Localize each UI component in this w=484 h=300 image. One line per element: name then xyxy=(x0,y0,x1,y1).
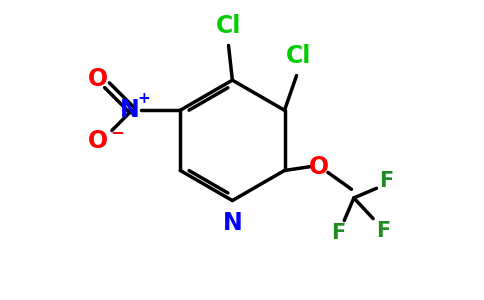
Text: Cl: Cl xyxy=(216,14,241,38)
Text: O: O xyxy=(309,154,329,178)
Text: +: + xyxy=(138,91,151,106)
Text: −: − xyxy=(111,123,124,141)
Text: O: O xyxy=(88,129,108,153)
Text: F: F xyxy=(331,223,345,243)
Text: F: F xyxy=(379,171,393,190)
Text: O: O xyxy=(88,68,108,92)
Text: F: F xyxy=(376,221,390,241)
Text: N: N xyxy=(223,211,242,235)
Text: N: N xyxy=(120,98,139,122)
Text: Cl: Cl xyxy=(286,44,312,68)
